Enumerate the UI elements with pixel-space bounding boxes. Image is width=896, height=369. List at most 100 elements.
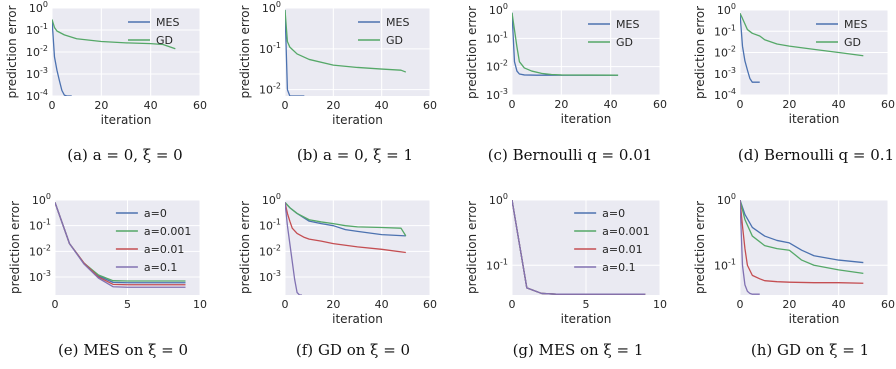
- y-tick-exponent: -2: [500, 59, 508, 68]
- y-tick-label: 10-1: [714, 257, 736, 272]
- caption: (c) Bernoulli q = 0.01: [488, 146, 653, 164]
- series-line-a-0-1: [512, 200, 646, 295]
- y-tick-exponent: -1: [273, 218, 281, 227]
- y-tick-base: 10: [486, 61, 500, 74]
- y-tick-exponent: -1: [43, 218, 51, 227]
- series-line-mes: [740, 13, 760, 83]
- series-line-mes: [285, 9, 305, 96]
- y-axis-label: prediction error: [465, 201, 479, 294]
- y-axis-label: prediction error: [693, 6, 707, 99]
- legend-label: a=0.01: [602, 243, 642, 256]
- y-tick-label: 10-4: [26, 88, 48, 103]
- caption-label: (g): [513, 341, 534, 359]
- caption-text: Bernoulli q = 0.1: [764, 146, 894, 164]
- caption-text: Bernoulli q = 0.01: [513, 146, 653, 164]
- y-tick-base: 10: [32, 194, 46, 207]
- series-group: [52, 19, 176, 96]
- x-axis-label: iteration: [561, 112, 612, 126]
- y-tick-exponent: -3: [273, 269, 281, 278]
- x-axis-label: iteration: [789, 112, 840, 126]
- y-tick-label: 10-2: [259, 243, 281, 258]
- y-tick-exponent: -4: [40, 88, 48, 97]
- y-tick-exponent: 0: [731, 2, 736, 11]
- caption-text: MES on ξ = 0: [83, 341, 188, 359]
- legend: MES GD: [358, 16, 409, 47]
- caption-label: (e): [58, 341, 79, 359]
- legend: MES GD: [588, 18, 639, 49]
- caption-text: a = 0, ξ = 0: [93, 146, 183, 164]
- y-tick-label: 10-2: [259, 82, 281, 97]
- y-tick-base: 10: [259, 43, 273, 56]
- x-tick-label: 20: [94, 99, 108, 112]
- y-axis-label: prediction error: [5, 5, 19, 98]
- x-tick-label: 40: [832, 98, 846, 111]
- legend-label: a=0: [602, 207, 625, 220]
- caption: (f) GD on ξ = 0: [296, 341, 410, 359]
- y-tick-exponent: -1: [40, 22, 48, 31]
- y-tick-exponent: -2: [43, 243, 51, 252]
- y-tick-label: 100: [489, 2, 508, 17]
- x-tick-label: 10: [193, 298, 207, 311]
- y-tick-exponent: 0: [503, 2, 508, 11]
- y-tick-base: 10: [26, 90, 40, 103]
- x-tick-label: 20: [782, 98, 796, 111]
- y-tick-base: 10: [259, 220, 273, 233]
- caption-label: (f): [296, 341, 313, 359]
- y-tick-base: 10: [29, 245, 43, 258]
- y-axis-label: prediction error: [465, 6, 479, 99]
- x-tick-label: 60: [423, 298, 437, 311]
- y-tick-exponent: -4: [728, 87, 736, 96]
- x-axis-label: iteration: [332, 312, 383, 326]
- y-tick-label: 10-3: [714, 66, 736, 81]
- y-tick-base: 10: [259, 245, 273, 258]
- y-axis-label: prediction error: [693, 201, 707, 294]
- y-tick-exponent: -1: [500, 30, 508, 39]
- series-line-gd: [285, 9, 407, 73]
- caption-text: a = 0, ξ = 1: [323, 146, 413, 164]
- legend-label: MES: [844, 18, 867, 31]
- series-line-gd: [52, 19, 176, 50]
- y-tick-base: 10: [486, 89, 500, 102]
- y-tick-label: 10-3: [29, 269, 51, 284]
- y-tick-label: 10-1: [486, 257, 508, 272]
- y-tick-label: 10-1: [259, 41, 281, 56]
- y-tick-exponent: -1: [500, 257, 508, 266]
- chart-panel-d: 0 20 40 6010-410-310-210-1100MESGDiteration…: [693, 2, 895, 164]
- series-line-a-0-001: [285, 202, 407, 237]
- x-axis-label: iteration: [101, 113, 152, 127]
- caption: (d) Bernoulli q = 0.1: [738, 146, 894, 164]
- plot-area: [740, 200, 888, 295]
- x-tick-label: 0: [52, 298, 59, 311]
- x-tick-label: 40: [832, 298, 846, 311]
- caption-label: (b): [297, 146, 318, 164]
- y-tick-base: 10: [26, 68, 40, 81]
- x-tick-label: 60: [193, 99, 207, 112]
- x-tick-label: 60: [881, 98, 895, 111]
- plot-area: [512, 10, 660, 95]
- y-tick-exponent: -1: [728, 257, 736, 266]
- y-tick-base: 10: [714, 89, 728, 102]
- x-tick-label: 40: [604, 98, 618, 111]
- caption-text: GD on ξ = 0: [318, 341, 410, 359]
- series-group: [740, 13, 864, 83]
- legend-label: GD: [386, 34, 403, 47]
- y-tick-label: 10-3: [486, 87, 508, 102]
- y-tick-exponent: 0: [731, 192, 736, 201]
- y-tick-label: 100: [717, 192, 736, 207]
- series-group: [285, 9, 407, 96]
- y-tick-label: 10-4: [714, 87, 736, 102]
- legend-label: a=0.1: [602, 261, 635, 274]
- x-tick-label: 0: [282, 298, 289, 311]
- y-tick-label: 10-1: [486, 30, 508, 45]
- y-tick-exponent: -3: [40, 66, 48, 75]
- series-group: [512, 200, 646, 295]
- y-tick-label: 10-3: [26, 66, 48, 81]
- legend-label: MES: [386, 16, 409, 29]
- y-tick-exponent: 0: [276, 0, 281, 9]
- y-tick-label: 100: [717, 2, 736, 17]
- y-tick-base: 10: [717, 194, 731, 207]
- x-tick-label: 10: [653, 298, 667, 311]
- y-tick-label: 10-1: [714, 23, 736, 38]
